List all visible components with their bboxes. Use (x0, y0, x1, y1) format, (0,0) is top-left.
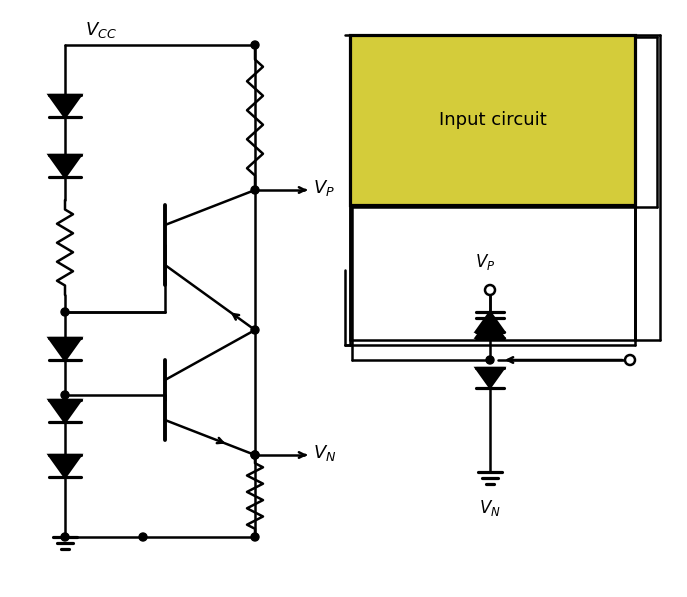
Circle shape (251, 326, 259, 334)
Circle shape (625, 355, 635, 365)
FancyBboxPatch shape (350, 35, 635, 205)
Polygon shape (476, 312, 504, 331)
Polygon shape (49, 400, 81, 423)
Polygon shape (49, 455, 81, 478)
Circle shape (251, 451, 259, 459)
Text: $V_N$: $V_N$ (313, 443, 337, 463)
Text: $V_P$: $V_P$ (313, 178, 335, 198)
Polygon shape (49, 95, 81, 118)
Circle shape (251, 533, 259, 541)
Circle shape (486, 356, 494, 364)
Text: Input circuit: Input circuit (438, 111, 546, 129)
Text: $V_N$: $V_N$ (479, 498, 501, 518)
Text: $V_{CC}$: $V_{CC}$ (85, 20, 117, 40)
Circle shape (485, 285, 495, 295)
Polygon shape (49, 155, 81, 177)
Circle shape (61, 391, 69, 399)
Polygon shape (49, 338, 81, 361)
Circle shape (61, 308, 69, 316)
Circle shape (61, 533, 69, 541)
Circle shape (139, 533, 147, 541)
Circle shape (251, 186, 259, 194)
Polygon shape (476, 368, 504, 387)
Circle shape (251, 41, 259, 49)
Text: $V_P$: $V_P$ (475, 252, 495, 272)
Circle shape (251, 451, 259, 459)
Polygon shape (476, 318, 504, 337)
